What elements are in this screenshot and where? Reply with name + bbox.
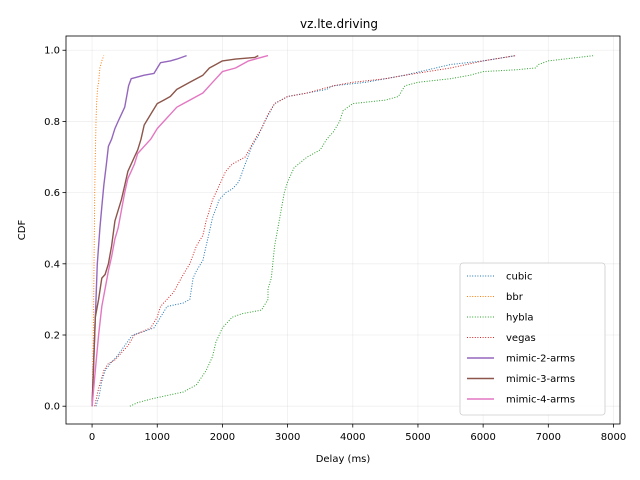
- x-tick-label: 5000: [405, 432, 430, 443]
- series-line-bbr: [91, 55, 105, 407]
- plot-frame: [65, 35, 621, 425]
- series-line-mimic-3-arms: [91, 54, 259, 407]
- x-tick-label: 1000: [145, 432, 170, 443]
- y-axis-label: CDF: [17, 220, 28, 241]
- x-tick-label: 4000: [340, 432, 365, 443]
- x-tick-label: 6000: [470, 432, 495, 443]
- y-tick-label: 0.6: [44, 188, 60, 199]
- series-line-mimic-4-arms: [91, 54, 269, 407]
- legend: cubic bbr hybla vegas mimic-2-arms mimic-3-ar…: [459, 262, 606, 416]
- legend-label-mimic-2-arms: mimic-2-arms: [506, 354, 575, 365]
- legend-label-vegas: vegas: [506, 333, 536, 344]
- chart-title: vz.lte.driving: [300, 17, 378, 31]
- legend-label-mimic-4-arms: mimic-4-arms: [506, 395, 575, 406]
- legend-label-bbr: bbr: [506, 292, 524, 303]
- y-tick-label: 0.4: [44, 259, 60, 270]
- legend-label-hybla: hybla: [506, 313, 534, 324]
- x-tick-label: 0: [89, 432, 95, 443]
- x-tick-label: 2000: [210, 432, 235, 443]
- x-tick-label: 8000: [601, 432, 626, 443]
- y-tick-label: 0.8: [44, 117, 60, 128]
- x-tick-label: 3000: [275, 432, 300, 443]
- series-line-cubic: [95, 55, 516, 407]
- x-axis-label: Delay (ms): [316, 454, 371, 465]
- legend-label-cubic: cubic: [506, 272, 532, 283]
- series-line-mimic-2-arms: [91, 54, 187, 407]
- y-tick-label: 0.0: [44, 402, 60, 413]
- tick-layer: 0 1000 2000 3000 4000 5000 6000 7000 8000 0.0 0.2 0…: [44, 46, 626, 443]
- series-layer: [91, 54, 594, 407]
- legend-frame: [459, 262, 606, 416]
- x-tick-label: 7000: [536, 432, 561, 443]
- y-tick-label: 1.0: [44, 46, 60, 57]
- legend-label-mimic-3-arms: mimic-3-arms: [506, 374, 575, 385]
- y-tick-label: 0.2: [44, 331, 60, 342]
- series-line-hybla: [129, 55, 594, 407]
